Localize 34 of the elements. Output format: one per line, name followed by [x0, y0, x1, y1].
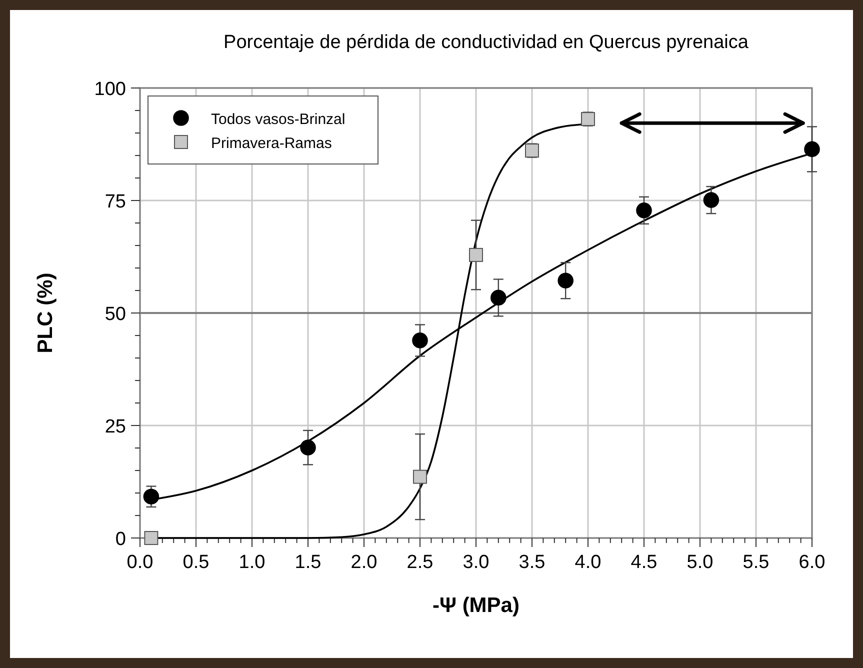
- x-tick-label: 6.0: [798, 552, 826, 573]
- x-tick-label: 2.5: [406, 552, 434, 573]
- y-tick-label: 50: [104, 304, 126, 325]
- x-tick-label: 4.5: [630, 552, 658, 573]
- y-tick-label: 75: [104, 192, 126, 212]
- point: [703, 192, 720, 208]
- x-tick-label: 5.5: [742, 552, 770, 573]
- x-tick-label: 3.5: [518, 552, 546, 573]
- point: [490, 290, 506, 306]
- point: [804, 141, 820, 158]
- x-tick-label: 0.5: [182, 552, 210, 573]
- y-axis-title: PLC (%): [34, 272, 57, 354]
- x-tick-label: 1.5: [294, 552, 322, 573]
- point: [558, 272, 574, 288]
- x-axis-title: -Ψ (MPa): [432, 594, 520, 617]
- y-tick-label: 100: [94, 79, 126, 100]
- x-tick-label: 4.0: [574, 552, 602, 573]
- y-tick-label: 25: [104, 416, 126, 438]
- point: [413, 470, 427, 484]
- x-tick-label: 5.0: [686, 552, 714, 573]
- x-tick-label: 3.0: [462, 552, 490, 573]
- point: [469, 248, 483, 262]
- legend-label: Todos vasos-Brinzal: [211, 111, 346, 128]
- point: [143, 488, 160, 504]
- x-tick-label: 1.0: [238, 552, 266, 573]
- point: [412, 332, 428, 348]
- point: [636, 202, 652, 218]
- chart-title: Porcentaje de pérdida de conductividad en Quercus pyrenaica: [224, 32, 749, 53]
- x-tick-label: 0.0: [126, 552, 154, 573]
- point: [300, 440, 316, 456]
- legend-label: Primavera-Ramas: [211, 135, 332, 152]
- y-tick-label: 0: [115, 529, 126, 550]
- x-tick-label: 2.0: [350, 552, 378, 573]
- point: [144, 531, 158, 545]
